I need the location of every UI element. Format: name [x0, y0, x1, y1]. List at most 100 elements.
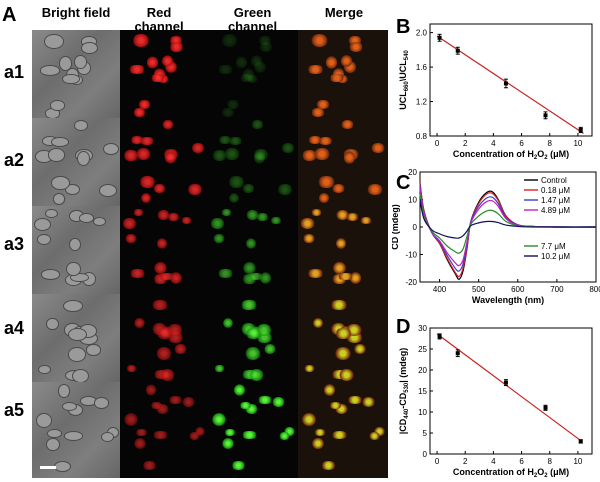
label-subscript: 660	[404, 81, 410, 92]
x-tick-label: 700	[550, 285, 564, 294]
cell-blob	[51, 136, 69, 147]
label-part: \	[398, 78, 408, 81]
micrograph-merge-a5	[298, 382, 388, 478]
label-part: Wavelength (nm)	[472, 295, 544, 305]
cell-blob	[155, 347, 172, 360]
data-point	[455, 351, 460, 356]
cell-blob	[281, 143, 295, 154]
chart-c: 400 500 600 700 800 -20 -10 0 10 20 Wavelength (nm…	[392, 168, 600, 305]
cell-blob	[284, 426, 295, 436]
cell-blob	[217, 268, 235, 278]
x-tick-label: 400	[433, 285, 447, 294]
data-point	[437, 35, 442, 40]
cell-blob	[211, 412, 226, 426]
cell-blob	[337, 272, 355, 281]
legend-label: 4.89 μM	[541, 206, 570, 215]
panel-b-letter: B	[396, 16, 411, 38]
cell-blob	[301, 412, 316, 426]
x-tick-label: 4	[491, 457, 496, 466]
cell-blob	[64, 430, 84, 441]
label-subscript: 440	[404, 408, 410, 419]
cell-blob	[343, 61, 357, 74]
cell-blob	[303, 234, 315, 243]
label-part: Concentration of	[453, 467, 528, 477]
cell-blob	[64, 183, 81, 196]
cell-blob	[152, 430, 170, 439]
cell-blob	[213, 234, 225, 243]
row-label-a4: a4	[4, 318, 25, 338]
cell-blob	[35, 412, 52, 428]
data-point	[543, 405, 548, 410]
cell-blob	[132, 33, 150, 47]
y-tick-label: 2.0	[416, 29, 428, 38]
x-tick-label: 500	[472, 285, 486, 294]
cell-blob	[73, 119, 89, 132]
cell-blob	[57, 384, 71, 398]
fit-line	[436, 35, 584, 134]
cell-blob	[166, 332, 185, 344]
cell-blob	[304, 365, 315, 373]
x-tick-label: 6	[519, 457, 524, 466]
cell-blob	[317, 175, 335, 189]
cell-blob	[368, 432, 380, 440]
micrograph-green-channel-a2	[208, 118, 298, 206]
micrograph-green-channel-a5	[208, 382, 298, 478]
cell-blob	[65, 261, 81, 277]
column-header-merge: Merge	[324, 5, 364, 20]
cell-blob	[329, 73, 345, 83]
cell-blob	[165, 151, 176, 165]
cell-blob	[180, 217, 192, 225]
x-tick-label: 4	[491, 139, 496, 148]
cell-blob	[272, 397, 285, 407]
cell-blob	[121, 217, 138, 230]
cell-blob	[338, 369, 354, 382]
row-label-a1: a1	[4, 62, 25, 82]
cell-blob	[313, 428, 327, 437]
cell-blob	[316, 100, 330, 109]
cell-blob	[256, 332, 274, 344]
cell-blob	[235, 56, 247, 69]
cell-blob	[218, 136, 232, 144]
cell-blob	[161, 119, 175, 130]
cell-blob	[40, 65, 61, 76]
cell-blob	[81, 42, 98, 55]
cell-blob	[223, 428, 237, 437]
cell-blob	[314, 148, 330, 160]
micrograph-merge-a2	[298, 118, 388, 206]
cell-blob	[250, 119, 264, 130]
cell-blob	[308, 136, 322, 144]
label-part: CD	[398, 418, 408, 431]
cell-blob	[159, 369, 175, 382]
cell-blob	[332, 261, 346, 275]
panel-d-letter: D	[396, 316, 411, 338]
cell-blob	[37, 365, 51, 375]
panel-a-letter: A	[2, 4, 17, 26]
cell-blob	[134, 437, 146, 450]
label-part: O	[537, 149, 544, 159]
micrograph-red-channel-a1	[120, 30, 208, 118]
cell-blob	[270, 217, 282, 225]
cell-blob	[155, 328, 173, 340]
cell-blob	[86, 344, 101, 356]
label-subscript: 2	[534, 155, 538, 161]
cell-blob	[98, 184, 117, 198]
cell-blob	[128, 268, 147, 278]
cell-blob	[348, 42, 364, 53]
cell-blob	[319, 193, 330, 203]
column-header-bright-field: Bright field	[41, 5, 111, 20]
x-axis-label: Concentration of H2O2 (μM)	[453, 467, 569, 479]
y-tick-label: 10	[408, 196, 417, 205]
cell-blob	[230, 460, 246, 470]
cell-blob	[310, 33, 329, 47]
cell-blob	[251, 55, 263, 67]
cell-blob	[189, 432, 200, 440]
label-part: (μM)	[548, 467, 570, 477]
cell-blob	[153, 261, 167, 275]
label-part: Concentration of	[453, 149, 528, 159]
x-tick-label: 600	[511, 285, 525, 294]
cell-blob	[47, 428, 62, 439]
cell-blob	[36, 234, 51, 245]
column-header-red-line1: Red	[146, 5, 172, 20]
y-tick-label: 15	[418, 387, 427, 396]
cell-blob	[123, 149, 139, 161]
